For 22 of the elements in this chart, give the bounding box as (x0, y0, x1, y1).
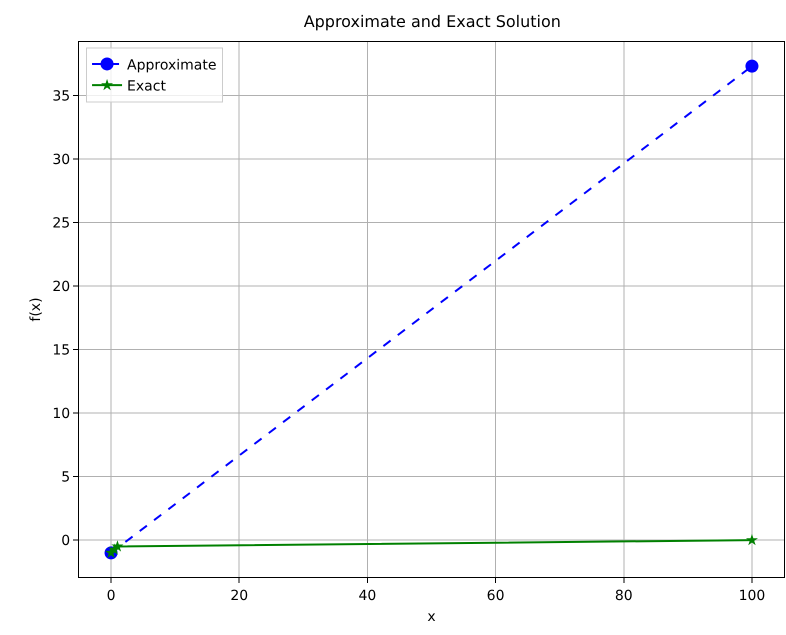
point (746, 534, 758, 546)
y-tick-label: 35 (52, 88, 70, 104)
y-tick-label: 30 (52, 152, 70, 168)
point (745, 60, 758, 73)
x-axis-title: x (427, 609, 436, 626)
chart-title: Approximate and Exact Solution (304, 12, 561, 32)
x-tick-label: 80 (614, 588, 633, 604)
legend-label: Approximate (127, 57, 216, 74)
y-axis-title: f(x) (28, 297, 44, 322)
x-tick-label: 60 (486, 588, 505, 604)
y-tick-label: 15 (52, 342, 70, 358)
x-tick-label: 100 (738, 588, 766, 604)
x-tick-label: 20 (230, 588, 248, 604)
y-tick-label: 5 (61, 470, 70, 486)
legend-label: Exact (127, 78, 166, 95)
y-tick-label: 25 (52, 215, 70, 232)
y-tick-label: 10 (52, 406, 70, 422)
y-tick-label: 20 (52, 278, 70, 295)
point (111, 540, 124, 552)
x-tick-label: 0 (106, 588, 116, 604)
x-tick-label: 40 (358, 588, 376, 604)
y-tick-label: 0 (61, 533, 70, 550)
